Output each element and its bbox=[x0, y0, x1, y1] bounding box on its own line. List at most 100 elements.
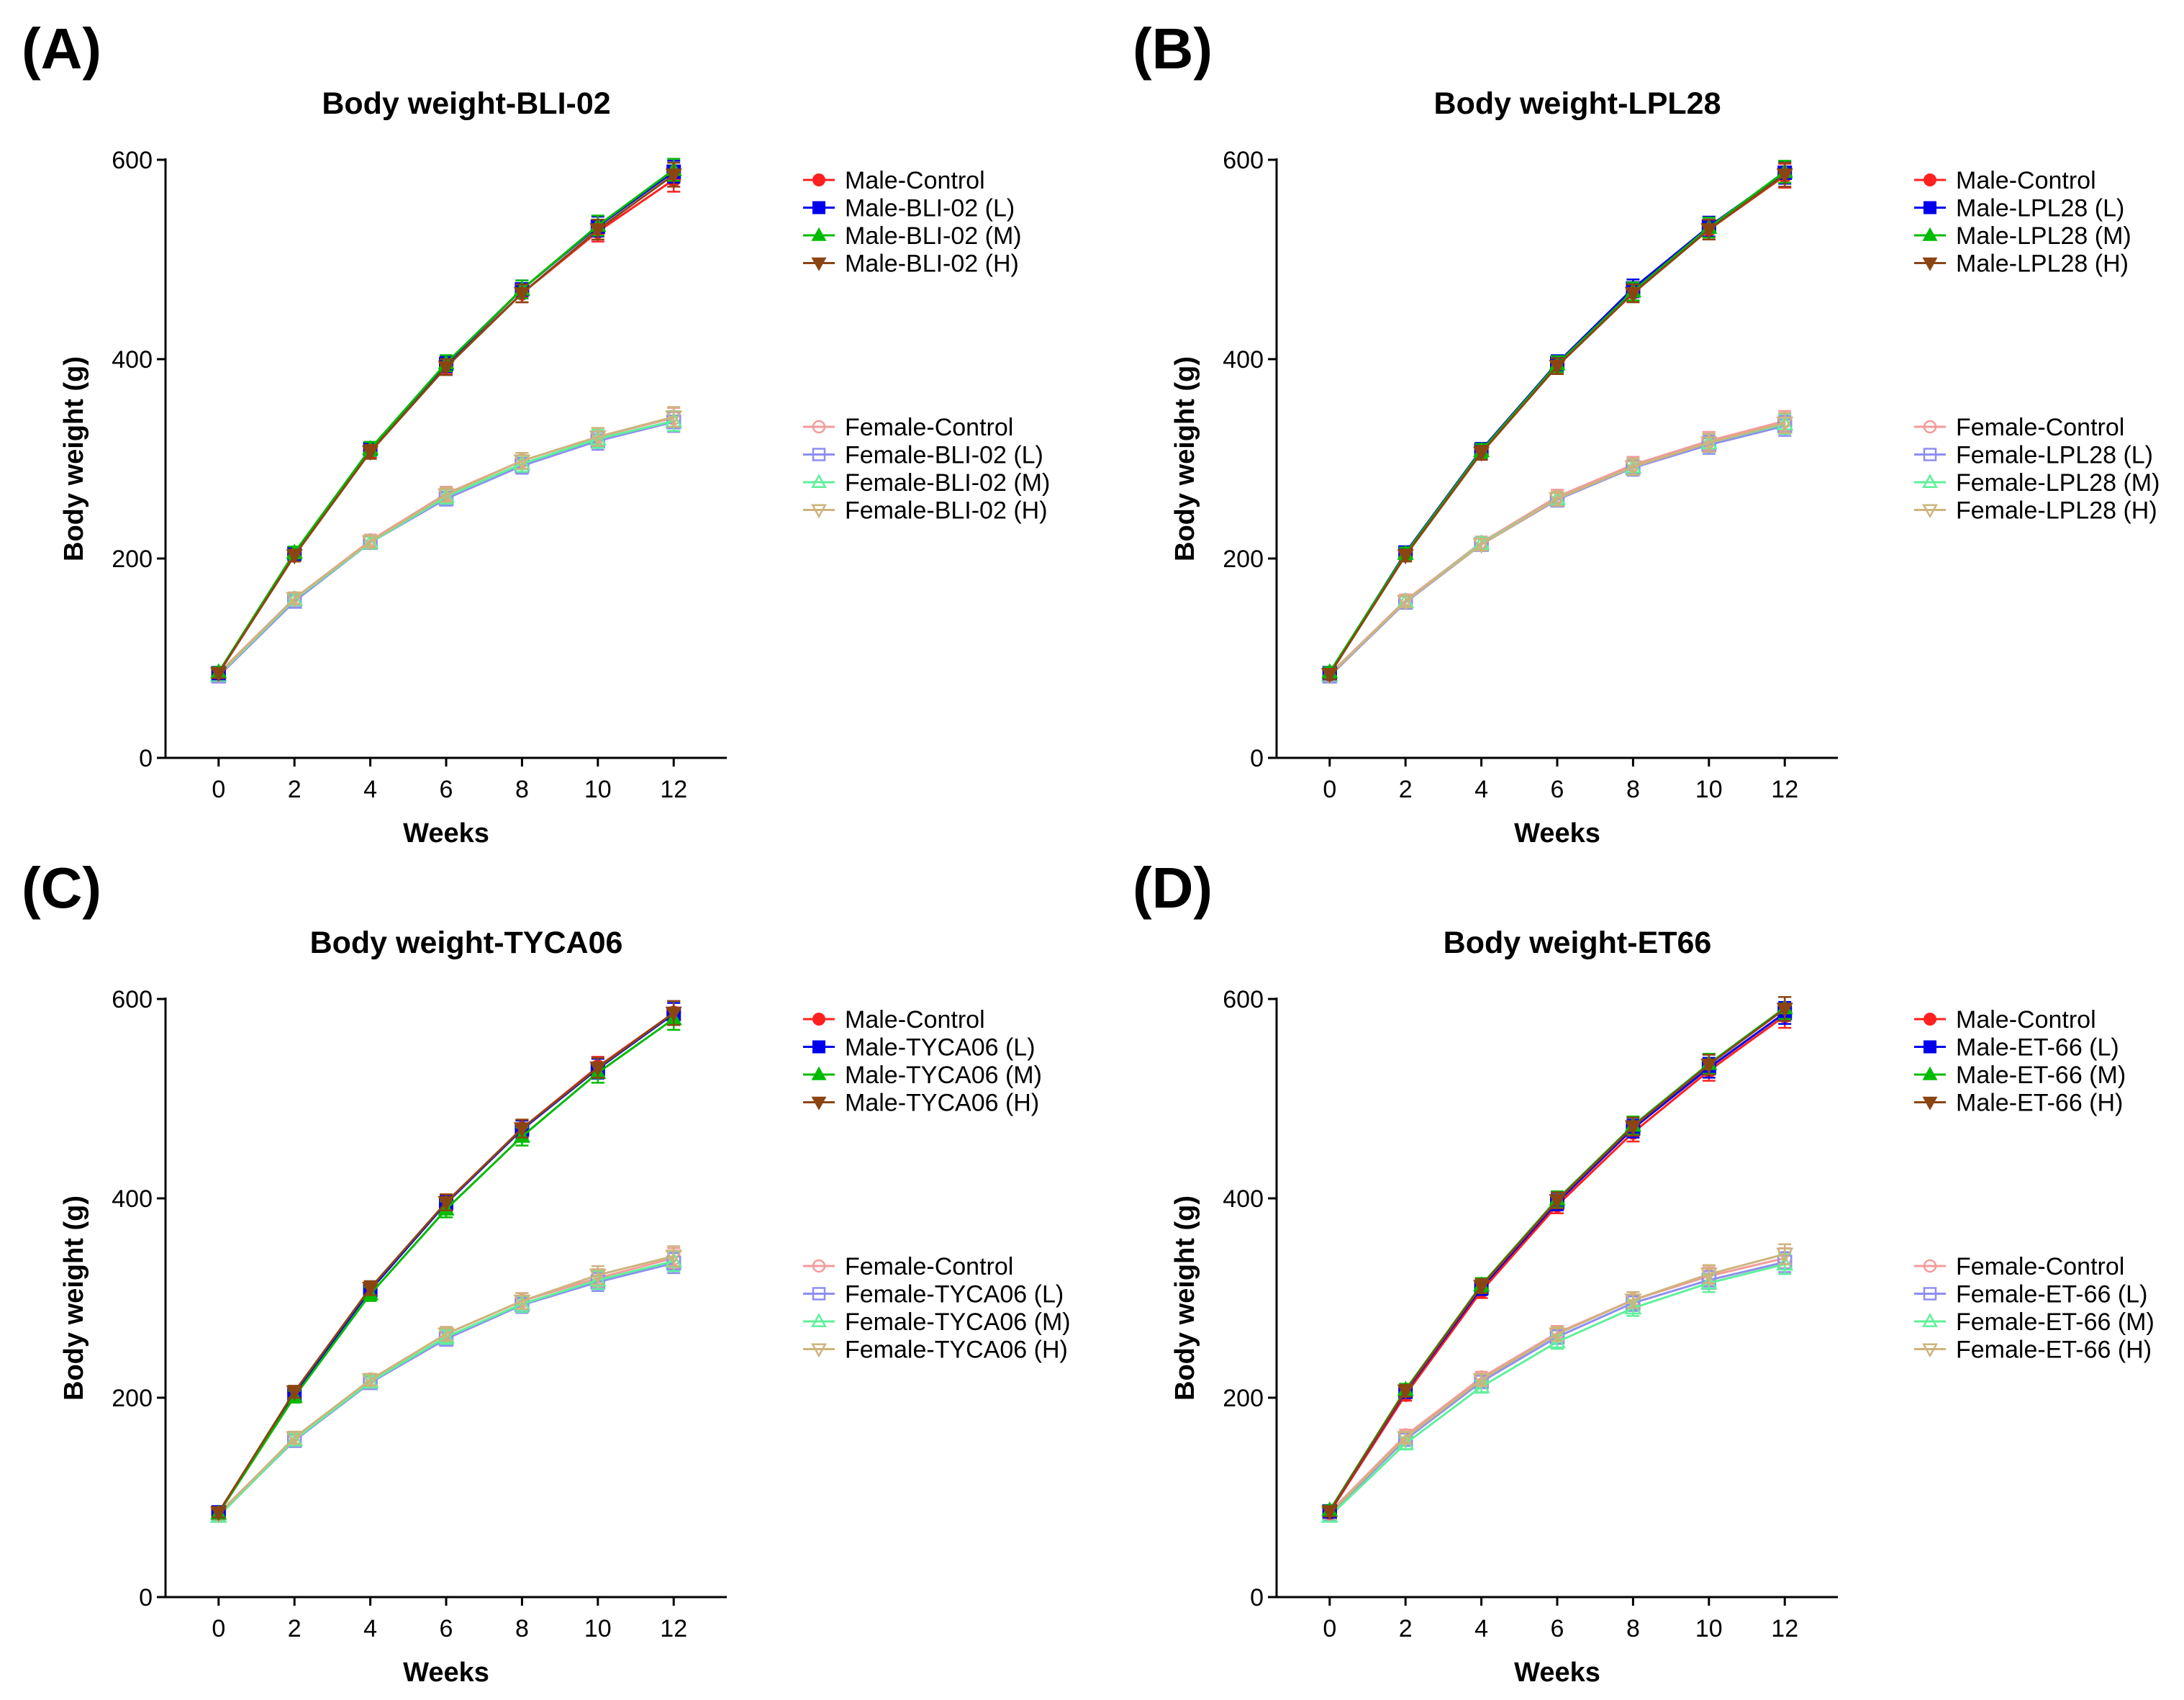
chart-title: Body weight-TYCA06 bbox=[310, 926, 623, 960]
legend-item-male-control: Male-Control bbox=[803, 1006, 985, 1034]
legend-marker bbox=[1924, 1013, 1936, 1026]
legend-marker bbox=[811, 474, 827, 489]
legend-label: Female-TYCA06 (M) bbox=[845, 1308, 1071, 1336]
y-tick-label: 200 bbox=[1223, 1385, 1264, 1412]
legend-label: Female-BLI-02 (H) bbox=[845, 497, 1048, 525]
series-male-bli-02-l bbox=[211, 160, 681, 681]
x-tick-label: 2 bbox=[288, 1615, 302, 1642]
legend-label: Male-Control bbox=[1956, 167, 2096, 194]
x-tick-label: 10 bbox=[1695, 1615, 1723, 1642]
x-tick-label: 4 bbox=[363, 776, 377, 803]
series-line bbox=[217, 1260, 674, 1517]
x-tick-label: 0 bbox=[1323, 776, 1336, 803]
data-point bbox=[1776, 1247, 1794, 1264]
series-male-control bbox=[211, 1000, 681, 1520]
data-point bbox=[1549, 1194, 1566, 1210]
y-tick-label: 0 bbox=[1250, 1584, 1264, 1611]
legend-marker bbox=[1922, 1313, 1938, 1328]
legend-label: Male-Control bbox=[1956, 1006, 2096, 1034]
series-line bbox=[1328, 422, 1785, 677]
legend-marker bbox=[811, 227, 827, 241]
series-line bbox=[1328, 171, 1786, 673]
series-line bbox=[217, 1013, 675, 1514]
x-axis-title: Weeks bbox=[403, 818, 489, 849]
legend-label: Female-TYCA06 (H) bbox=[845, 1337, 1068, 1364]
legend-label: Male-LPL28 (H) bbox=[1956, 250, 2129, 278]
legend-marker bbox=[811, 1313, 827, 1328]
legend-label: Female-Control bbox=[845, 414, 1013, 441]
series-female-lpl28-h bbox=[1320, 412, 1794, 684]
series-male-control bbox=[1322, 1003, 1793, 1520]
x-tick-label: 2 bbox=[288, 776, 302, 803]
x-tick-label: 8 bbox=[1626, 776, 1640, 803]
y-tick-label: 0 bbox=[1250, 745, 1264, 772]
legend-item-female-lpl28-l: Female-LPL28 (L) bbox=[1914, 442, 2153, 469]
y-tick-label: 200 bbox=[112, 546, 153, 573]
legend-item-male-lpl28-m: Male-LPL28 (M) bbox=[1914, 222, 2131, 250]
y-tick-label: 200 bbox=[1223, 546, 1264, 573]
data-point bbox=[286, 1385, 303, 1401]
data-point bbox=[1397, 1384, 1414, 1400]
y-tick-label: 600 bbox=[112, 147, 153, 174]
x-tick-label: 12 bbox=[660, 776, 687, 803]
y-tick-label: 400 bbox=[1223, 1185, 1264, 1213]
legend-marker bbox=[811, 1066, 827, 1080]
legend-item-female-tyca06-m: Female-TYCA06 (M) bbox=[803, 1308, 1071, 1336]
series-male-tyca06-h bbox=[210, 1000, 682, 1522]
legend-marker bbox=[1922, 504, 1938, 519]
x-axis-title: Weeks bbox=[1514, 1658, 1600, 1688]
chart-title: Body weight-BLI-02 bbox=[322, 86, 610, 121]
data-point bbox=[286, 592, 304, 608]
data-point bbox=[438, 361, 455, 376]
x-tick-label: 6 bbox=[440, 1615, 453, 1642]
legend-label: Female-BLI-02 (M) bbox=[845, 469, 1050, 497]
series-female-control bbox=[1322, 1247, 1793, 1520]
x-tick-label: 0 bbox=[212, 776, 225, 803]
legend-item-male-control: Male-Control bbox=[803, 167, 985, 194]
legend-marker bbox=[1924, 1040, 1936, 1054]
legend-item-male-et-66-l: Male-ET-66 (L) bbox=[1914, 1034, 2119, 1062]
data-point bbox=[1624, 1120, 1641, 1136]
legend-item-female-bli-02-m: Female-BLI-02 (M) bbox=[803, 469, 1050, 497]
legend-marker bbox=[1922, 474, 1938, 489]
y-tick-label: 200 bbox=[112, 1385, 153, 1412]
legend-marker bbox=[812, 1259, 826, 1273]
legend-marker bbox=[1922, 1066, 1938, 1080]
x-tick-label: 0 bbox=[212, 1615, 225, 1642]
series-line bbox=[217, 171, 675, 674]
legend-marker bbox=[1923, 420, 1937, 434]
legend-item-male-bli-02-m: Male-BLI-02 (M) bbox=[803, 222, 1022, 250]
legend-item-male-et-66-h: Male-ET-66 (H) bbox=[1914, 1090, 2123, 1117]
legend-marker bbox=[1924, 201, 1936, 214]
series-female-lpl28-l bbox=[1322, 415, 1793, 684]
legend-item-male-bli-02-l: Male-BLI-02 (L) bbox=[803, 195, 1015, 222]
series-male-et-66-h bbox=[1321, 995, 1793, 1521]
y-axis-title: Body weight (g) bbox=[1170, 356, 1200, 561]
data-point bbox=[1473, 446, 1490, 462]
legend-label: Male-ET-66 (M) bbox=[1956, 1062, 2126, 1089]
data-point bbox=[1776, 1254, 1794, 1271]
legend-marker bbox=[811, 1343, 827, 1358]
x-tick-label: 8 bbox=[1626, 1615, 1640, 1642]
series-line bbox=[217, 173, 675, 674]
x-tick-label: 8 bbox=[515, 776, 529, 803]
legend-marker bbox=[812, 1040, 825, 1054]
legend-label: Female-Control bbox=[1956, 414, 2124, 441]
data-point bbox=[665, 1006, 682, 1022]
legend-item-female-control: Female-Control bbox=[803, 1253, 1013, 1280]
series-line bbox=[217, 168, 675, 673]
series-line bbox=[1328, 1012, 1786, 1512]
legend-marker bbox=[812, 420, 826, 434]
series-male-lpl28-l bbox=[1322, 160, 1793, 681]
x-tick-label: 12 bbox=[660, 1615, 687, 1642]
y-tick-label: 0 bbox=[139, 1584, 153, 1611]
series-female-et-66-m bbox=[1320, 1253, 1794, 1523]
y-axis-title: Body weight (g) bbox=[59, 356, 89, 561]
series-female-bli-02-l bbox=[211, 411, 681, 684]
legend-label: Female-BLI-02 (L) bbox=[845, 442, 1043, 469]
legend-label: Female-TYCA06 (L) bbox=[845, 1281, 1064, 1308]
data-point bbox=[1472, 1373, 1490, 1390]
